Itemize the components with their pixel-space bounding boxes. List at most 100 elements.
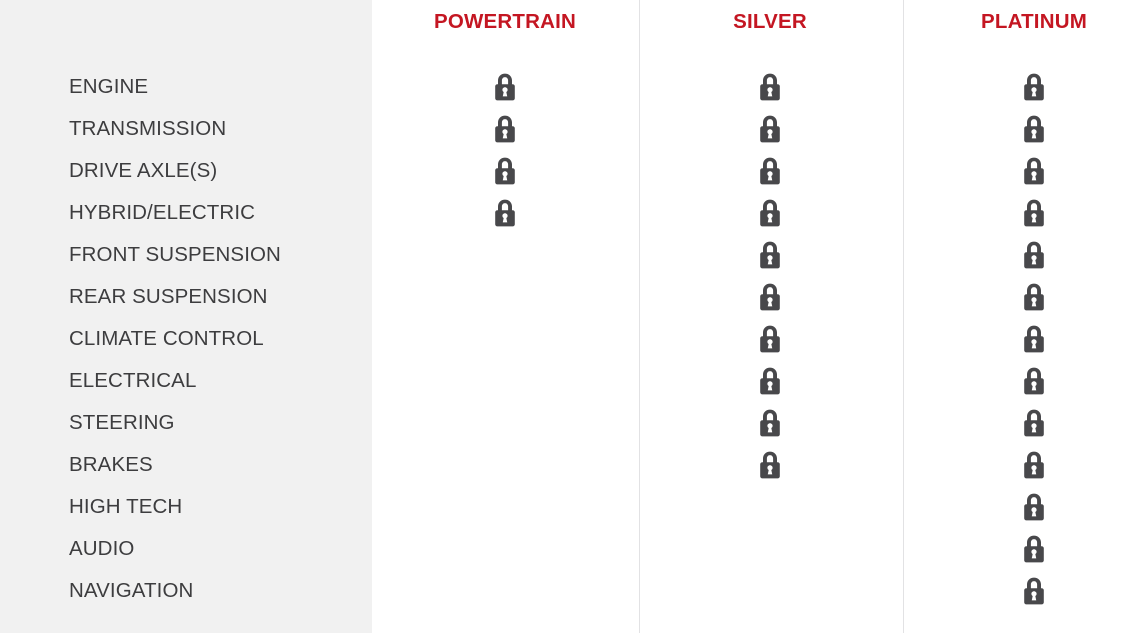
coverage-cell-silver xyxy=(750,528,790,570)
lock-icon xyxy=(1024,283,1044,311)
feature-row: ENGINE xyxy=(0,66,1133,108)
lock-icon xyxy=(495,157,515,185)
feature-label: HIGH TECH xyxy=(69,495,183,518)
feature-row: FRONT SUSPENSION xyxy=(0,234,1133,276)
lock-icon xyxy=(1024,157,1044,185)
coverage-cell-powertrain xyxy=(485,108,525,150)
feature-row: STEERING xyxy=(0,402,1133,444)
column-divider-powertrain-silver xyxy=(639,0,640,633)
lock-icon xyxy=(495,115,515,143)
coverage-cell-platinum xyxy=(1014,360,1054,402)
coverage-cell-platinum xyxy=(1014,150,1054,192)
feature-row: DRIVE AXLE(S) xyxy=(0,150,1133,192)
feature-label: HYBRID/ELECTRIC xyxy=(69,201,256,224)
lock-icon xyxy=(1024,577,1044,605)
coverage-cell-platinum xyxy=(1014,192,1054,234)
plan-header-silver[interactable]: SILVER xyxy=(733,10,807,33)
lock-icon xyxy=(760,325,780,353)
lock-icon xyxy=(760,157,780,185)
feature-label: FRONT SUSPENSION xyxy=(69,243,281,266)
feature-row: HYBRID/ELECTRIC xyxy=(0,192,1133,234)
lock-icon xyxy=(495,73,515,101)
feature-label: STEERING xyxy=(69,411,175,434)
coverage-cell-silver xyxy=(750,276,790,318)
feature-row: ELECTRICAL xyxy=(0,360,1133,402)
coverage-cell-powertrain xyxy=(485,192,525,234)
coverage-cell-silver xyxy=(750,66,790,108)
lock-icon xyxy=(760,199,780,227)
feature-label: DRIVE AXLE(S) xyxy=(69,159,218,182)
feature-row: AUDIO xyxy=(0,528,1133,570)
coverage-cell-silver xyxy=(750,402,790,444)
feature-label-panel xyxy=(0,0,372,633)
lock-icon xyxy=(760,115,780,143)
lock-icon xyxy=(1024,115,1044,143)
feature-row: HIGH TECH xyxy=(0,486,1133,528)
feature-label: AUDIO xyxy=(69,537,135,560)
lock-icon xyxy=(1024,493,1044,521)
lock-icon xyxy=(1024,73,1044,101)
plan-header-powertrain[interactable]: POWERTRAIN xyxy=(433,10,577,33)
feature-row: REAR SUSPENSION xyxy=(0,276,1133,318)
coverage-cell-silver xyxy=(750,234,790,276)
coverage-cell-platinum xyxy=(1014,402,1054,444)
lock-icon xyxy=(1024,451,1044,479)
feature-row: CLIMATE CONTROL xyxy=(0,318,1133,360)
coverage-cell-platinum xyxy=(1014,318,1054,360)
coverage-cell-silver xyxy=(750,486,790,528)
coverage-cell-platinum xyxy=(1014,486,1054,528)
lock-icon xyxy=(760,241,780,269)
feature-label: NAVIGATION xyxy=(69,579,194,602)
coverage-cell-powertrain xyxy=(485,360,525,402)
coverage-cell-powertrain xyxy=(485,234,525,276)
lock-icon xyxy=(760,73,780,101)
feature-label: ELECTRICAL xyxy=(69,369,197,392)
feature-label: BRAKES xyxy=(69,453,153,476)
coverage-cell-powertrain xyxy=(485,402,525,444)
feature-label: ENGINE xyxy=(69,75,149,98)
coverage-cell-powertrain xyxy=(485,570,525,612)
coverage-cell-platinum xyxy=(1014,234,1054,276)
coverage-cell-silver xyxy=(750,150,790,192)
feature-label: CLIMATE CONTROL xyxy=(69,327,264,350)
feature-row: TRANSMISSION xyxy=(0,108,1133,150)
coverage-cell-powertrain xyxy=(485,444,525,486)
coverage-cell-powertrain xyxy=(485,528,525,570)
coverage-cell-platinum xyxy=(1014,276,1054,318)
coverage-cell-powertrain xyxy=(485,318,525,360)
coverage-cell-platinum xyxy=(1014,108,1054,150)
coverage-cell-powertrain xyxy=(485,150,525,192)
lock-icon xyxy=(1024,325,1044,353)
coverage-cell-silver xyxy=(750,570,790,612)
feature-row: NAVIGATION xyxy=(0,570,1133,612)
lock-icon xyxy=(1024,367,1044,395)
coverage-cell-platinum xyxy=(1014,570,1054,612)
feature-row: BRAKES xyxy=(0,444,1133,486)
coverage-cell-platinum xyxy=(1014,66,1054,108)
lock-icon xyxy=(495,199,515,227)
coverage-cell-powertrain xyxy=(485,276,525,318)
feature-label: TRANSMISSION xyxy=(69,117,227,140)
coverage-cell-silver xyxy=(750,318,790,360)
coverage-cell-powertrain xyxy=(485,66,525,108)
coverage-cell-silver xyxy=(750,444,790,486)
coverage-cell-platinum xyxy=(1014,444,1054,486)
lock-icon xyxy=(1024,535,1044,563)
coverage-cell-silver xyxy=(750,360,790,402)
lock-icon xyxy=(1024,199,1044,227)
coverage-cell-silver xyxy=(750,192,790,234)
lock-icon xyxy=(760,409,780,437)
lock-icon xyxy=(760,367,780,395)
lock-icon xyxy=(760,283,780,311)
coverage-cell-platinum xyxy=(1014,528,1054,570)
lock-icon xyxy=(760,451,780,479)
lock-icon xyxy=(1024,241,1044,269)
feature-label: REAR SUSPENSION xyxy=(69,285,268,308)
coverage-cell-silver xyxy=(750,108,790,150)
plan-header-row: POWERTRAIN SILVER PLATINUM xyxy=(372,0,1133,48)
plan-header-platinum[interactable]: PLATINUM xyxy=(981,10,1087,33)
lock-icon xyxy=(1024,409,1044,437)
column-divider-silver-platinum xyxy=(903,0,904,633)
